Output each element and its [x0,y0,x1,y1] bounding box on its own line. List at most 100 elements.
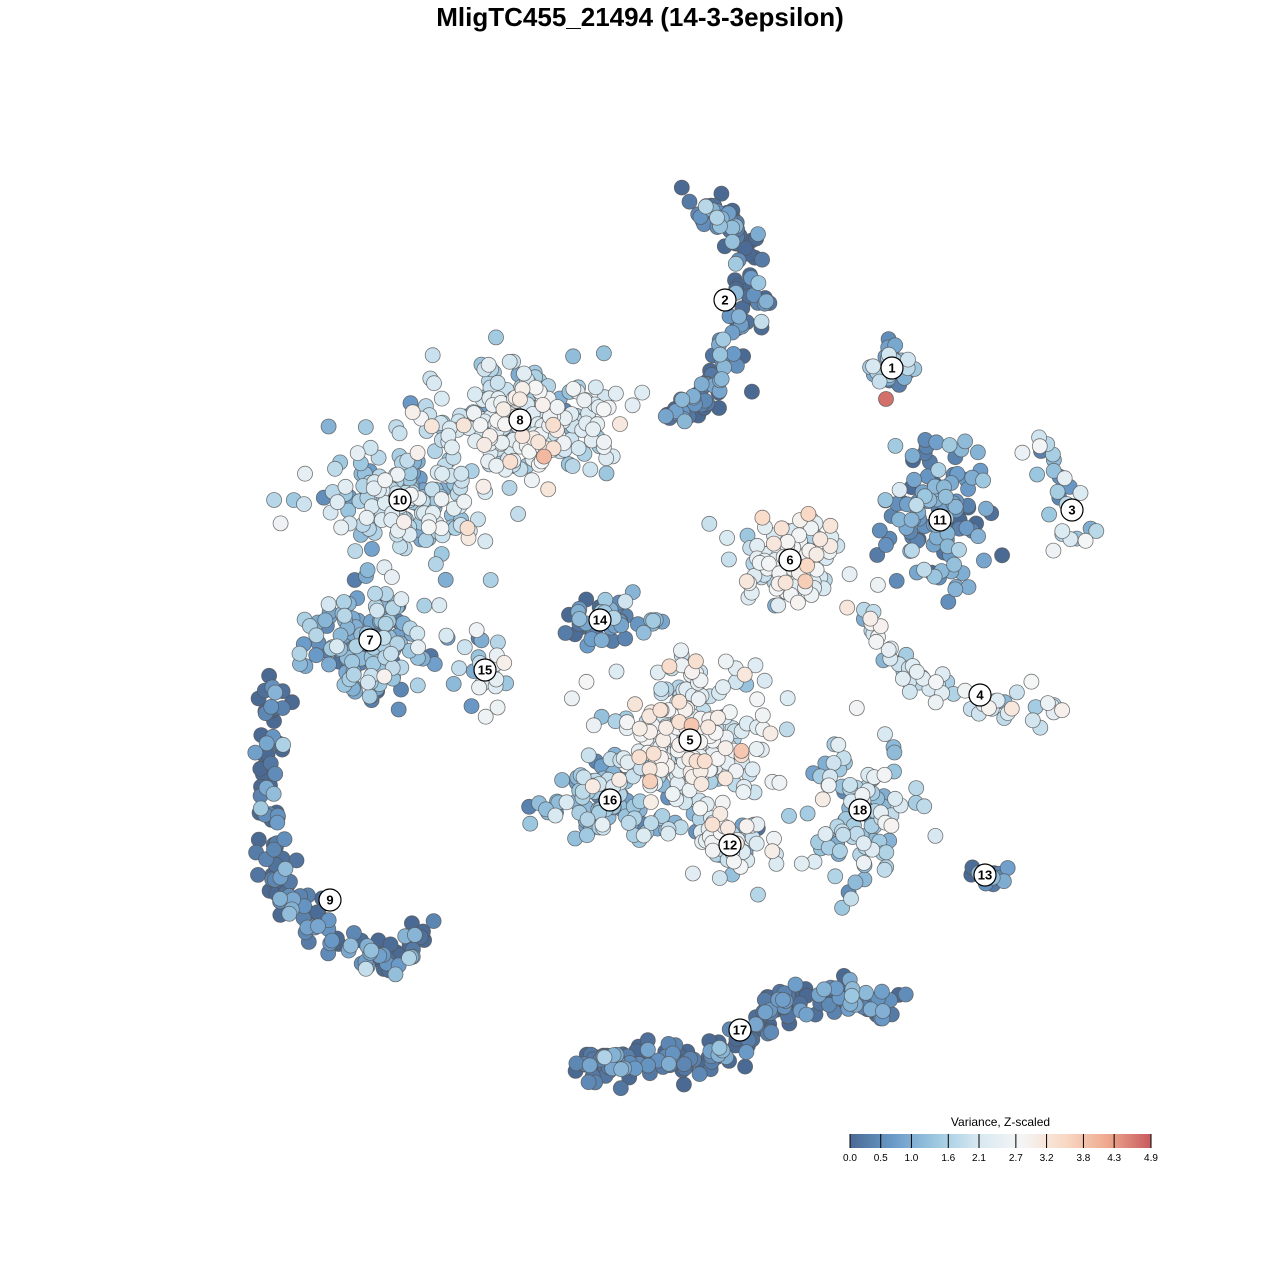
cell-point [941,437,958,453]
cell-point [634,384,651,401]
cell-point [608,663,625,680]
cell-point [297,465,313,482]
cell-point [522,815,539,832]
cluster-label-12: 12 [718,833,742,857]
cell-point [916,561,932,578]
cell-point [793,855,810,872]
cell-point [376,668,393,685]
cell-point [527,379,544,396]
cell-point [396,514,412,530]
cell-point [565,348,581,365]
cell-point [317,612,334,629]
cell-point [727,255,744,272]
cell-point [704,842,721,859]
cell-point [875,1003,891,1019]
cell-point [587,379,604,396]
cell-point [349,445,366,462]
cell-point [798,1006,815,1023]
cell-point [642,773,658,790]
cell-point [471,679,488,696]
cluster-label-11: 11 [928,508,952,532]
cell-point [908,663,925,680]
cell-point [865,358,881,375]
cell-point [664,786,681,802]
cluster-label-9: 9 [318,888,342,912]
cell-point [554,772,570,788]
cell-point [456,493,473,510]
svg-text:10: 10 [393,493,407,508]
cell-point [661,658,678,675]
cell-point [673,179,690,196]
cell-point [534,396,551,413]
cell-point [617,630,634,647]
cell-point [359,562,376,578]
cell-point [843,987,860,1004]
cell-point [800,506,817,522]
cell-point [263,699,280,715]
cell-point [779,533,796,550]
cell-point [613,1061,630,1078]
cell-point [598,465,615,482]
cell-point [676,413,693,430]
cell-point [927,828,944,844]
cell-point [1072,485,1089,501]
colorbar-tick-label: 1.6 [941,1153,955,1164]
cell-point [862,610,879,627]
cell-point [308,647,325,664]
cell-point [765,535,782,552]
cell-point [342,937,359,954]
cluster-label-6: 6 [778,548,802,572]
svg-text:8: 8 [516,413,523,428]
cell-point [897,986,914,1003]
cell-point [617,593,634,610]
cell-point [645,612,662,629]
cell-point [345,666,362,683]
cell-point [928,674,944,690]
points-layer [247,179,1105,1097]
cluster-label-8: 8 [508,408,532,432]
cell-point [472,417,489,434]
cell-point [736,666,753,683]
cell-point [276,831,293,848]
cell-point [571,611,588,627]
cell-point [267,766,284,782]
cell-point [468,622,485,638]
svg-text:9: 9 [326,893,333,908]
cell-point [970,528,986,545]
cell-point [878,537,894,553]
cell-point [438,627,455,644]
cell-point [817,826,834,842]
cell-point [1077,532,1094,549]
cell-point [904,542,920,559]
cell-point [433,491,450,508]
cell-point [443,439,460,456]
cell-point [596,1049,613,1066]
cell-point [320,418,337,435]
colorbar-tick-label: 2.1 [972,1153,986,1164]
cell-point [820,777,837,794]
cell-point [308,627,325,644]
cell-point [643,815,659,831]
cell-point [724,233,741,250]
svg-text:14: 14 [593,613,608,628]
cell-point [1054,702,1070,719]
cell-point [877,492,894,508]
cell-point [547,807,564,824]
cell-point [252,800,269,817]
cell-point [660,1056,677,1072]
colorbar-tick-label: 4.3 [1107,1153,1121,1164]
cluster-label-4: 4 [968,683,992,707]
cell-point [877,726,893,743]
cell-point [704,816,721,833]
cell-point [839,599,856,616]
cell-point [585,421,601,438]
cluster-label-2: 2 [713,288,737,312]
cell-point [999,860,1016,876]
cell-point [951,541,967,558]
cell-point [477,533,494,550]
cell-point [383,569,400,585]
cluster-label-7: 7 [358,628,382,652]
cell-point [870,577,886,593]
cell-point [978,500,994,517]
cell-point [335,594,352,610]
